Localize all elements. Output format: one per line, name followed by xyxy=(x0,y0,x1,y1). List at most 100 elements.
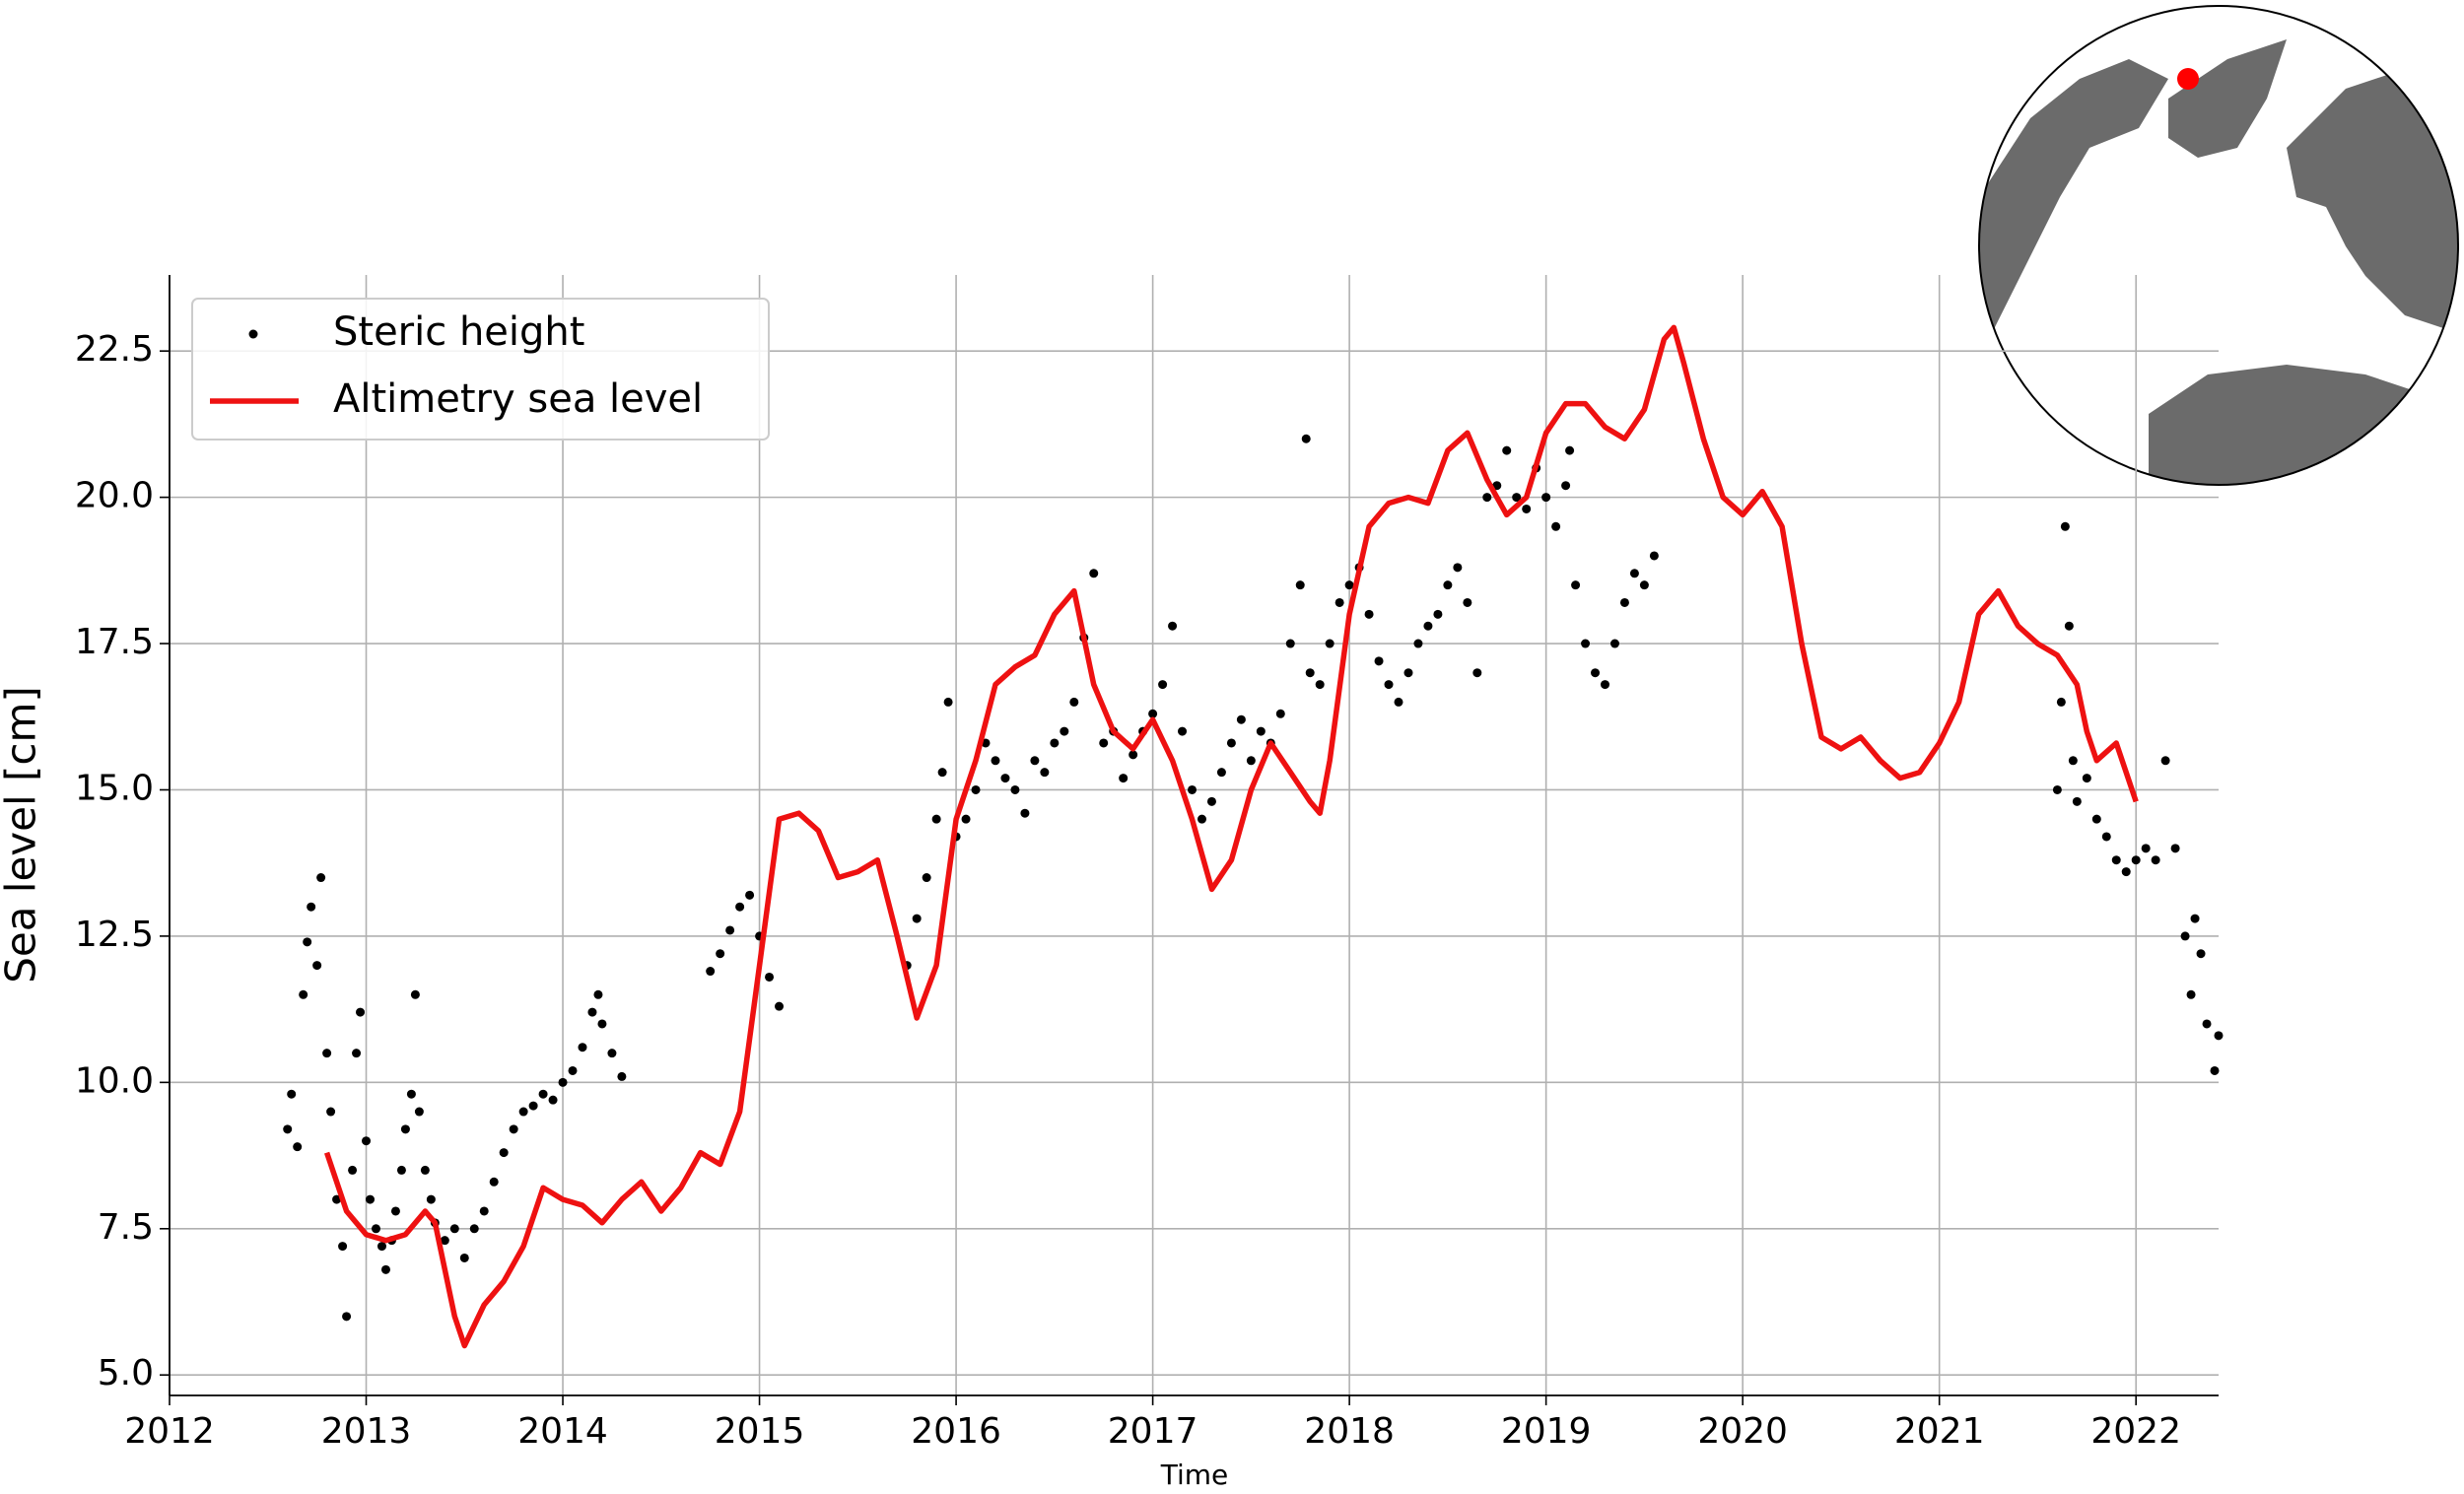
data-point xyxy=(1403,668,1413,678)
data-point xyxy=(2111,855,2121,865)
data-point xyxy=(426,1194,436,1204)
data-point xyxy=(1629,569,1639,578)
data-point xyxy=(1344,580,1354,590)
data-point xyxy=(1394,697,1403,707)
data-point xyxy=(538,1089,548,1099)
data-point xyxy=(396,1165,406,1175)
data-point xyxy=(1256,726,1266,736)
data-point xyxy=(1295,580,1305,590)
data-point xyxy=(322,1049,332,1058)
data-point xyxy=(528,1101,538,1111)
data-point xyxy=(1206,796,1216,806)
data-point xyxy=(937,768,947,778)
data-point xyxy=(725,925,735,935)
legend-label: Altimetry sea level xyxy=(333,376,703,422)
data-point xyxy=(1069,697,1079,707)
data-point xyxy=(1148,709,1158,718)
data-point xyxy=(287,1089,297,1099)
data-point xyxy=(1423,621,1433,631)
data-point xyxy=(1188,784,1198,794)
x-tick-label: 2015 xyxy=(715,1411,805,1452)
data-point xyxy=(1609,639,1619,648)
data-point xyxy=(558,1077,568,1087)
data-point xyxy=(414,1107,424,1117)
data-point xyxy=(1010,784,1020,794)
data-point xyxy=(931,814,941,824)
data-point xyxy=(342,1312,352,1322)
x-tick-label: 2022 xyxy=(2090,1411,2181,1452)
data-point xyxy=(1305,668,1315,678)
data-point xyxy=(316,873,326,883)
data-point xyxy=(2091,814,2101,824)
y-axis-label: Sea level [cm] xyxy=(0,686,45,984)
data-point xyxy=(1040,768,1050,778)
x-tick-label: 2016 xyxy=(911,1411,1001,1452)
data-point xyxy=(607,1049,617,1058)
x-axis-label: Time xyxy=(1160,1459,1229,1490)
data-point xyxy=(1472,668,1482,678)
data-point xyxy=(1158,680,1168,690)
data-point xyxy=(1482,493,1492,503)
data-point xyxy=(1433,609,1443,619)
globe-land xyxy=(2149,365,2458,485)
data-point xyxy=(303,937,312,947)
data-line xyxy=(323,324,2139,1349)
data-point xyxy=(2141,844,2151,853)
data-point xyxy=(745,890,755,900)
data-point xyxy=(509,1124,518,1134)
data-point xyxy=(961,814,971,824)
data-point xyxy=(1561,481,1571,491)
data-point xyxy=(459,1253,469,1262)
data-point xyxy=(922,873,931,883)
data-point xyxy=(548,1095,558,1105)
globe-inset xyxy=(1978,5,2459,486)
data-point xyxy=(356,1007,366,1017)
data-point xyxy=(943,697,953,707)
data-point xyxy=(568,1065,578,1075)
data-point xyxy=(706,967,716,977)
data-point xyxy=(1639,580,1649,590)
y-tick-label: 7.5 xyxy=(98,1207,154,1248)
data-point xyxy=(1197,814,1206,824)
data-point xyxy=(1453,563,1463,573)
data-point xyxy=(1649,551,1659,561)
data-point xyxy=(991,756,1000,766)
data-point xyxy=(971,784,981,794)
data-point xyxy=(1325,639,1335,648)
data-point xyxy=(1581,639,1591,648)
data-point xyxy=(775,1001,785,1011)
data-point xyxy=(1591,668,1601,678)
location-marker xyxy=(2177,68,2199,90)
legend-label: Steric height xyxy=(333,309,584,355)
y-tick-label: 5.0 xyxy=(98,1353,154,1393)
x-tick-label: 2012 xyxy=(124,1411,215,1452)
data-point xyxy=(489,1177,499,1187)
data-point xyxy=(593,989,603,999)
data-point xyxy=(1119,774,1129,783)
globe-land xyxy=(1979,59,2168,355)
data-point xyxy=(2056,697,2066,707)
data-point xyxy=(912,914,922,923)
data-point xyxy=(1129,750,1138,760)
data-point xyxy=(1374,656,1384,666)
data-point xyxy=(307,902,316,912)
data-point xyxy=(1275,709,1285,718)
globe-land xyxy=(2168,39,2287,158)
data-point xyxy=(2060,521,2070,531)
data-point xyxy=(1168,621,1178,631)
data-point xyxy=(1099,738,1109,748)
y-tick-label: 12.5 xyxy=(75,915,154,955)
data-point xyxy=(2064,621,2074,631)
data-point xyxy=(1512,493,1522,503)
x-tick-label: 2021 xyxy=(1894,1411,1985,1452)
data-point xyxy=(2210,1065,2220,1075)
data-point xyxy=(1030,756,1040,766)
data-point xyxy=(2202,1019,2212,1029)
data-point xyxy=(1178,726,1188,736)
data-point xyxy=(1000,774,1010,783)
data-point xyxy=(380,1264,390,1274)
data-point xyxy=(587,1007,597,1017)
data-point xyxy=(420,1165,430,1175)
